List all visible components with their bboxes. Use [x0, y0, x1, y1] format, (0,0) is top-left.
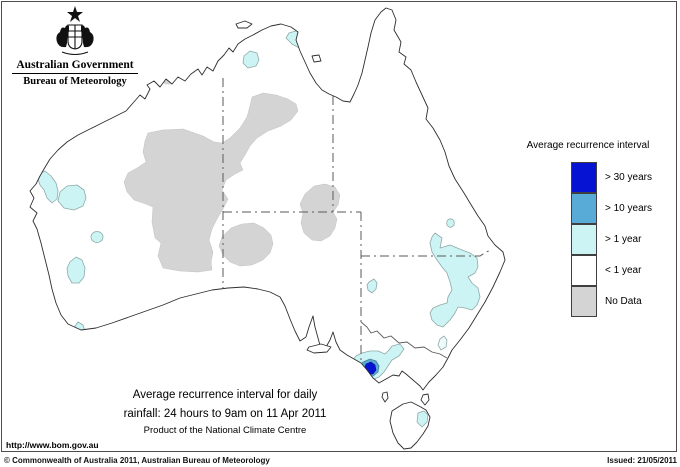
caption-line-1: Average recurrence interval for daily: [132, 389, 318, 401]
legend-item: < 1 year: [571, 255, 680, 286]
groote-eylandt: [311, 54, 322, 63]
legend-swatch-nodata: [571, 286, 597, 317]
legend-swatch-gt1: [571, 224, 597, 255]
melville-island: [235, 20, 253, 29]
tasmania-rain-patch: [416, 410, 429, 428]
copyright-text: © Commonwealth of Australia 2011, Austra…: [4, 456, 270, 465]
legend-label: > 30 years: [605, 172, 652, 183]
legend-label: < 1 year: [605, 265, 642, 276]
legend-item: > 10 years: [571, 193, 680, 224]
legend-label: No Data: [605, 296, 642, 307]
coastline: [29, 7, 506, 391]
legend-label: > 1 year: [605, 234, 642, 245]
caption-line-3: Product of the National Climate Centre: [143, 425, 307, 436]
legend-label: > 10 years: [605, 203, 652, 214]
bureau-title: Bureau of Meteorology: [23, 76, 127, 87]
flinders-island: [420, 393, 430, 406]
map-caption: Average recurrence interval for daily ra…: [60, 386, 390, 437]
coat-of-arms-icon: [56, 6, 94, 56]
legend-swatch-gt30: [571, 162, 597, 193]
header-divider: [12, 73, 138, 74]
government-title: Australian Government: [16, 59, 134, 71]
kangaroo-island: [306, 343, 332, 354]
agency-header: Australian Government Bureau of Meteorol…: [10, 5, 140, 87]
legend-swatch-gt10: [571, 193, 597, 224]
australia-map: [29, 7, 506, 450]
islands: [235, 20, 431, 450]
legend-item: > 1 year: [571, 224, 680, 255]
legend-item: > 30 years: [571, 162, 680, 193]
issued-date-text: Issued: 21/05/2011: [607, 456, 677, 465]
caption-line-2: rainfall: 24 hours to 9am on 11 Apr 2011: [123, 408, 327, 420]
murray-river-border: [360, 321, 448, 359]
legend-title: Average recurrence interval: [526, 140, 650, 151]
legend-swatch-lt1: [571, 255, 597, 286]
state-borders: [222, 78, 493, 361]
act-border: [437, 335, 448, 351]
bom-url-text: http://www.bom.gov.au: [6, 440, 99, 450]
legend-item: No Data: [571, 286, 680, 317]
mainland: [30, 8, 505, 390]
recurrence-legend: Average recurrence interval > 30 years >…: [500, 140, 680, 317]
king-island: [381, 391, 389, 403]
